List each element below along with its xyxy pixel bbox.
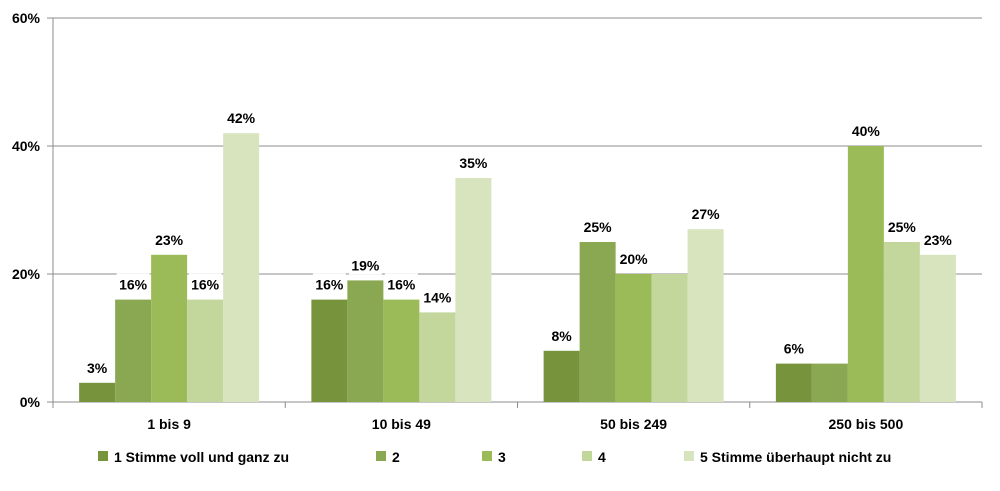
data-label: 23% — [155, 232, 184, 248]
data-label: 27% — [692, 206, 721, 222]
bar — [811, 363, 848, 402]
data-label: 16% — [387, 277, 416, 293]
data-label-bg — [384, 273, 418, 294]
legend-label: 2 — [392, 449, 400, 465]
bar — [79, 382, 116, 402]
y-tick-label: 0% — [20, 394, 41, 410]
y-tick-label: 40% — [12, 138, 41, 154]
bar — [311, 299, 348, 402]
bar — [223, 133, 260, 402]
bar — [919, 254, 956, 402]
data-label: 42% — [227, 110, 256, 126]
legend-label: 1 Stimme voll und ganz zu — [114, 449, 289, 465]
legend-label: 5 Stimme überhaupt nicht zu — [700, 449, 891, 465]
bar — [847, 146, 884, 402]
x-tick-label: 1 bis 9 — [147, 416, 191, 432]
data-label: 19% — [351, 257, 380, 273]
data-label-bg — [224, 107, 258, 128]
data-label: 25% — [888, 219, 917, 235]
bar — [543, 350, 580, 402]
bar — [455, 178, 492, 402]
data-label-bg — [885, 216, 919, 236]
data-label-bg — [781, 337, 806, 358]
data-label: 3% — [87, 360, 108, 376]
data-label: 16% — [315, 277, 344, 293]
bar — [115, 299, 152, 402]
legend-label: 4 — [598, 449, 606, 465]
data-label: 16% — [119, 277, 148, 293]
legend-swatch — [684, 451, 694, 461]
bar — [651, 274, 688, 402]
legend-swatch — [482, 451, 492, 461]
bar — [775, 363, 812, 402]
x-tick-label: 50 bis 249 — [600, 416, 667, 432]
data-label-bg — [581, 216, 615, 236]
data-label: 16% — [191, 277, 220, 293]
legend-swatch — [582, 451, 592, 461]
data-label-bg — [921, 228, 955, 249]
bar — [347, 280, 384, 402]
data-label: 23% — [924, 232, 953, 248]
data-label-bg — [456, 152, 490, 172]
data-label-bg — [617, 248, 651, 268]
bar — [383, 299, 420, 402]
data-label: 25% — [584, 219, 613, 235]
bar — [151, 254, 188, 402]
bar — [615, 274, 652, 402]
data-label-bg — [85, 356, 110, 377]
data-label: 20% — [620, 251, 649, 267]
data-label: 14% — [423, 289, 452, 305]
bar — [579, 242, 616, 402]
data-label-bg — [116, 273, 150, 294]
data-label-bg — [689, 203, 723, 224]
bar — [419, 312, 456, 402]
bar — [187, 299, 224, 402]
data-label: 40% — [852, 123, 881, 139]
data-label-bg — [188, 273, 222, 294]
bar — [883, 242, 920, 402]
y-tick-label: 20% — [12, 266, 41, 282]
y-tick-label: 60% — [12, 10, 41, 26]
data-label-bg — [152, 228, 186, 249]
data-label-bg — [312, 273, 346, 294]
data-label-bg — [348, 254, 382, 275]
data-label: 6% — [784, 341, 805, 357]
legend-swatch — [376, 451, 386, 461]
data-label-bg — [420, 286, 454, 307]
legend-swatch — [98, 451, 108, 461]
x-tick-label: 10 bis 49 — [372, 416, 431, 432]
data-label-bg — [849, 120, 883, 140]
legend-label: 3 — [498, 449, 506, 465]
data-label: 35% — [459, 155, 488, 171]
bar — [687, 229, 724, 402]
data-label-bg — [549, 324, 574, 345]
x-tick-label: 250 bis 500 — [829, 416, 904, 432]
data-label: 8% — [552, 328, 573, 344]
